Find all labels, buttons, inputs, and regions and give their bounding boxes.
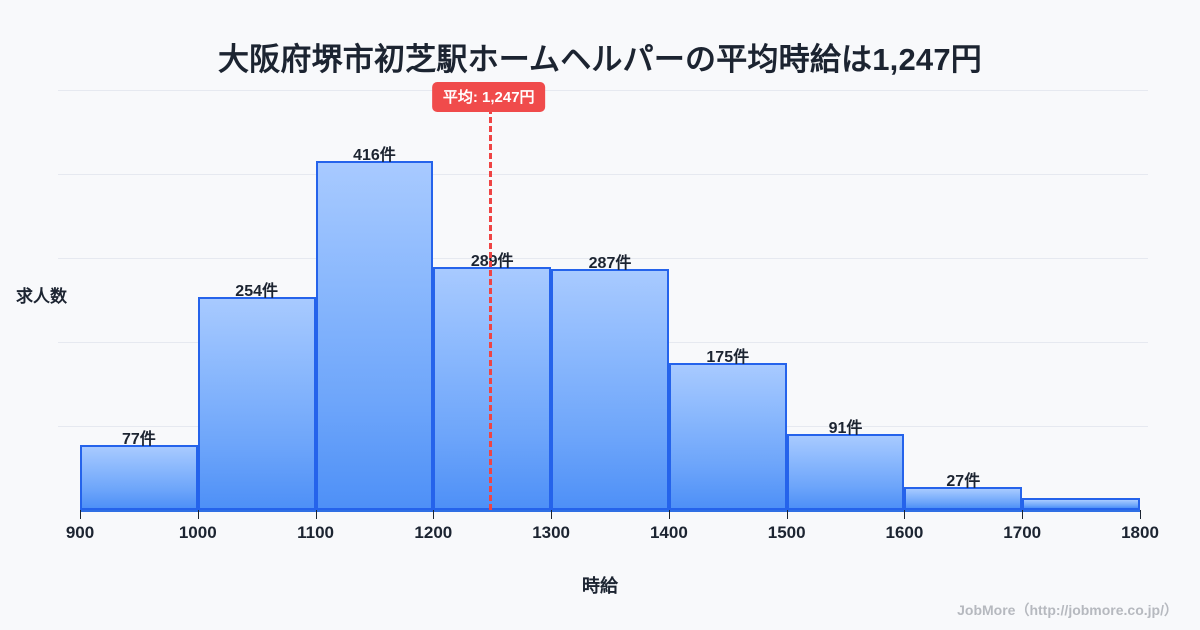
bar-value-label: 175件 <box>706 349 750 366</box>
bar-value-label: 77件 <box>121 431 156 449</box>
bar[interactable] <box>80 445 198 510</box>
x-axis-line <box>80 510 1140 512</box>
bar[interactable] <box>786 433 905 510</box>
gridline <box>58 258 1148 259</box>
bar[interactable] <box>668 363 787 510</box>
bar[interactable] <box>197 296 316 510</box>
x-axis-tick <box>433 510 435 519</box>
x-axis-tick <box>551 510 553 519</box>
gridline <box>58 174 1148 175</box>
x-axis-tick <box>1022 510 1024 519</box>
bar-value-label: 289件 <box>470 253 514 271</box>
x-axis-tick-label: 1800 <box>1121 523 1159 542</box>
bar-value-label: 416件 <box>353 146 396 164</box>
average-badge: 平均: 1,247円 <box>431 82 546 112</box>
bar[interactable] <box>1022 498 1140 510</box>
plot-area: 77件 254件 416件 289件 287件 175件 91件 27件 平均: 1,247円… <box>58 82 1159 542</box>
x-axis-tick-label: 1700 <box>1003 523 1042 542</box>
bar-value-label: 287件 <box>588 254 632 272</box>
average-line <box>488 90 492 510</box>
x-axis-tick <box>315 510 317 519</box>
bar[interactable] <box>904 487 1023 510</box>
x-axis-tick-label: 1200 <box>414 523 453 542</box>
footer-credit: JobMore（http://jobmore.co.jp/） <box>957 602 1178 618</box>
x-axis-tick-label: 1500 <box>767 523 806 542</box>
bar[interactable] <box>551 268 669 510</box>
x-axis-tick <box>1140 510 1141 519</box>
x-axis-tick <box>904 510 906 519</box>
x-axis-tick <box>80 510 81 519</box>
y-axis-title: 求人数 <box>16 287 67 306</box>
x-axis-tick <box>668 510 670 519</box>
x-axis-tick-label: 1000 <box>178 523 217 542</box>
x-axis-tick <box>786 510 788 519</box>
gridline <box>58 90 1148 91</box>
bar-value-label: 254件 <box>235 282 278 300</box>
x-axis-title: 時給 <box>582 576 618 596</box>
x-axis-tick-label: 900 <box>65 523 95 542</box>
bar-value-label: 27件 <box>946 473 981 491</box>
x-axis-tick-label: 1300 <box>532 523 571 542</box>
bar-value-label: 91件 <box>828 419 863 437</box>
bar[interactable] <box>315 160 434 510</box>
x-axis-tick-label: 1400 <box>649 523 688 542</box>
page-title: 大阪府堺市初芝駅ホームヘルパーの平均時給は1,247円 <box>217 42 983 77</box>
bar[interactable] <box>433 267 552 510</box>
x-axis-tick <box>197 510 199 519</box>
x-axis-tick-label: 1100 <box>297 523 334 542</box>
x-axis-tick-label: 1600 <box>885 523 924 542</box>
